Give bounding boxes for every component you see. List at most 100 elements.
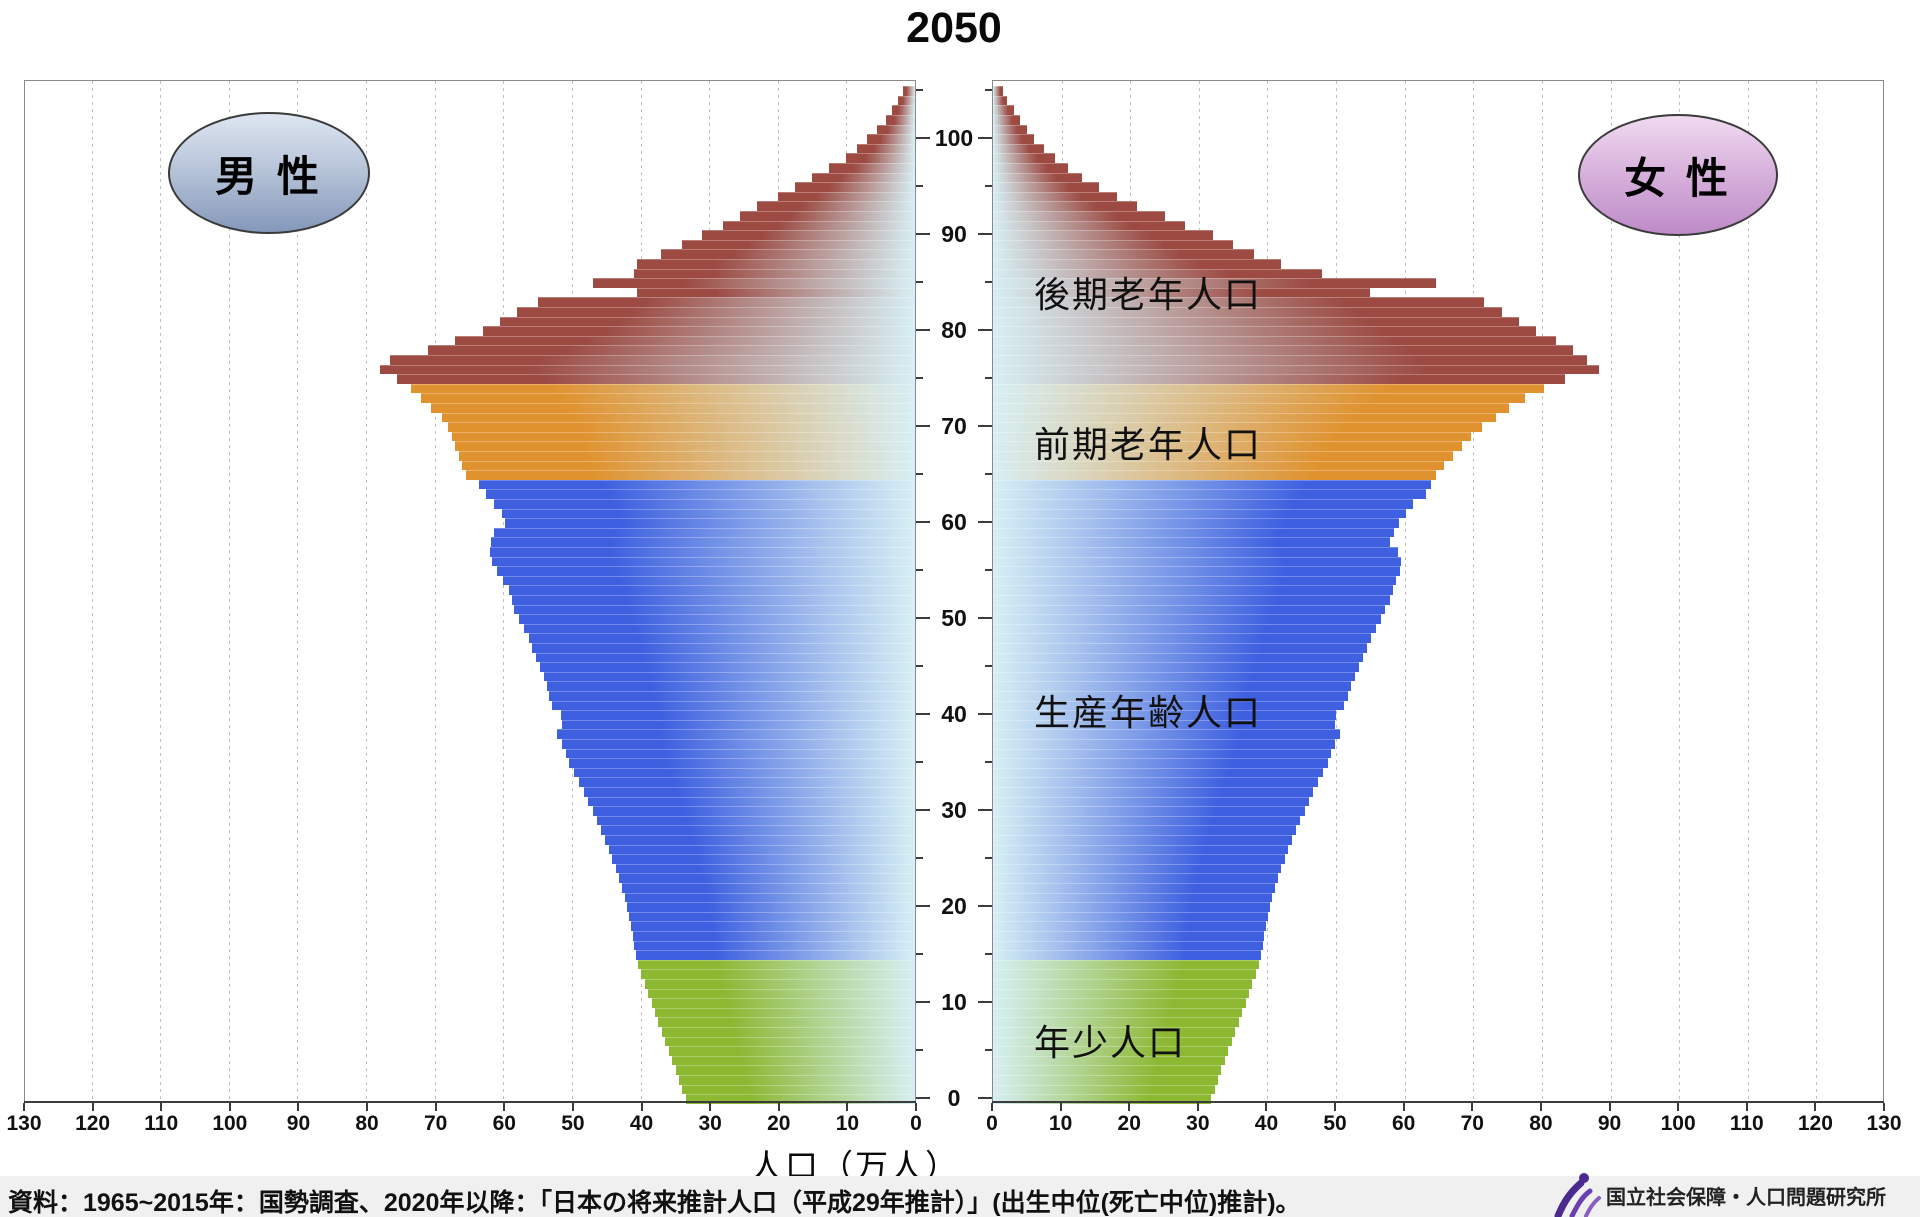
male-badge-label: 男 性 — [215, 152, 323, 200]
x-axis-tick-label: 70 — [1460, 1112, 1484, 1135]
bar-male-age-99 — [856, 143, 915, 154]
bar-male-age-88 — [661, 249, 915, 259]
bar-male-age-84 — [637, 287, 915, 298]
gridline — [503, 81, 505, 1102]
bar-male-age-68 — [455, 441, 915, 451]
bar-male-age-92 — [740, 211, 915, 221]
x-axis-tick-label: 60 — [492, 1112, 516, 1135]
bar-female-age-105 — [993, 86, 1004, 96]
bar-female-age-102 — [993, 115, 1021, 125]
age-tick — [916, 521, 930, 523]
bar-female-age-45 — [993, 662, 1359, 672]
bar-male-age-78 — [427, 345, 915, 355]
age-tick — [916, 665, 923, 667]
bar-male-age-95 — [794, 182, 915, 192]
bar-female-age-11 — [993, 988, 1249, 999]
bar-male-age-35 — [569, 758, 915, 768]
age-tick — [985, 185, 992, 187]
label-young: 年少人口 — [1034, 1022, 1187, 1063]
bar-male-age-63 — [486, 489, 915, 499]
x-axis-tick-label: 40 — [629, 1112, 654, 1135]
bar-female-age-27 — [993, 835, 1293, 845]
bar-male-age-81 — [499, 316, 915, 327]
bar-female-age-64 — [993, 479, 1431, 490]
bar-male-age-23 — [618, 873, 915, 883]
bar-female-age-37 — [993, 739, 1336, 749]
bar-male-age-16 — [634, 940, 915, 951]
x-axis-tick-label: 30 — [698, 1112, 722, 1135]
x-axis-tick-label: 80 — [1529, 1112, 1553, 1135]
bar-male-age-0 — [685, 1094, 915, 1104]
age-tick — [916, 857, 923, 859]
bar-female-age-39 — [993, 719, 1336, 730]
gridline — [434, 81, 436, 1102]
age-tick — [985, 569, 992, 571]
age-tick-label: 30 — [941, 797, 967, 823]
bar-male-age-42 — [548, 691, 915, 701]
bar-male-age-74 — [410, 383, 915, 394]
age-tick — [916, 953, 923, 955]
bar-male-age-77 — [390, 355, 915, 365]
bar-male-age-82 — [517, 307, 915, 317]
bar-male-age-39 — [561, 719, 915, 730]
bar-female-age-28 — [993, 825, 1297, 835]
bar-male-age-64 — [479, 479, 915, 490]
bar-male-age-62 — [493, 499, 915, 509]
bar-male-age-44 — [543, 671, 915, 682]
bar-male-age-25 — [612, 854, 915, 864]
age-tick — [985, 377, 992, 379]
gridline — [1816, 81, 1818, 1102]
bar-female-age-47 — [993, 643, 1367, 653]
male-badge: 男 性 — [168, 112, 370, 234]
bar-female-age-79 — [993, 335, 1556, 346]
x-axis-tick — [1471, 1103, 1474, 1111]
bar-male-age-47 — [532, 643, 915, 653]
bar-male-age-27 — [604, 835, 915, 845]
age-tick — [916, 89, 923, 91]
bar-female-age-86 — [993, 268, 1323, 279]
age-tick — [978, 233, 992, 235]
bar-male-age-21 — [624, 892, 915, 903]
x-axis-tick — [1402, 1103, 1405, 1111]
bar-female-age-97 — [993, 163, 1069, 173]
bar-male-age-33 — [578, 777, 915, 787]
age-tick-label: 10 — [941, 989, 967, 1015]
bar-male-age-46 — [535, 652, 915, 663]
bar-male-age-28 — [600, 825, 915, 835]
x-axis-tick-label: 60 — [1392, 1112, 1416, 1135]
age-tick — [916, 569, 923, 571]
age-tick — [985, 1049, 992, 1051]
gridline — [1747, 81, 1749, 1102]
x-axis-tick-label: 110 — [1729, 1112, 1764, 1135]
chart-title: 2050 — [906, 4, 1002, 52]
bar-male-age-5 — [668, 1046, 915, 1056]
x-axis-tick — [915, 1103, 917, 1111]
bar-female-age-17 — [993, 931, 1265, 941]
bar-male-age-22 — [622, 883, 915, 893]
bar-male-age-73 — [420, 393, 915, 403]
bar-female-age-24 — [993, 863, 1282, 874]
gridline — [1610, 81, 1612, 1102]
age-tick — [916, 1001, 930, 1003]
bar-male-age-72 — [431, 403, 915, 413]
bar-male-age-45 — [539, 662, 915, 672]
bar-male-age-34 — [573, 767, 915, 778]
x-axis-tick-label: 10 — [1048, 1112, 1073, 1135]
x-axis-tick — [1128, 1103, 1131, 1111]
age-tick-label: 0 — [947, 1085, 961, 1111]
bar-male-age-102 — [885, 115, 915, 125]
bar-female-age-85 — [993, 278, 1436, 288]
bottom-axis — [24, 1101, 916, 1103]
bar-female-age-78 — [993, 345, 1573, 355]
bar-male-age-24 — [615, 863, 915, 874]
age-tick-label: 50 — [941, 605, 967, 631]
bar-female-age-100 — [993, 134, 1035, 144]
age-tick — [916, 233, 930, 235]
bar-female-age-26 — [993, 844, 1289, 855]
bar-female-age-56 — [993, 556, 1402, 567]
bar-female-age-52 — [993, 595, 1390, 605]
bar-male-age-55 — [497, 566, 915, 576]
x-axis-tick-label: 0 — [986, 1112, 998, 1135]
bar-male-age-37 — [561, 739, 915, 749]
bar-male-age-8 — [658, 1017, 915, 1027]
